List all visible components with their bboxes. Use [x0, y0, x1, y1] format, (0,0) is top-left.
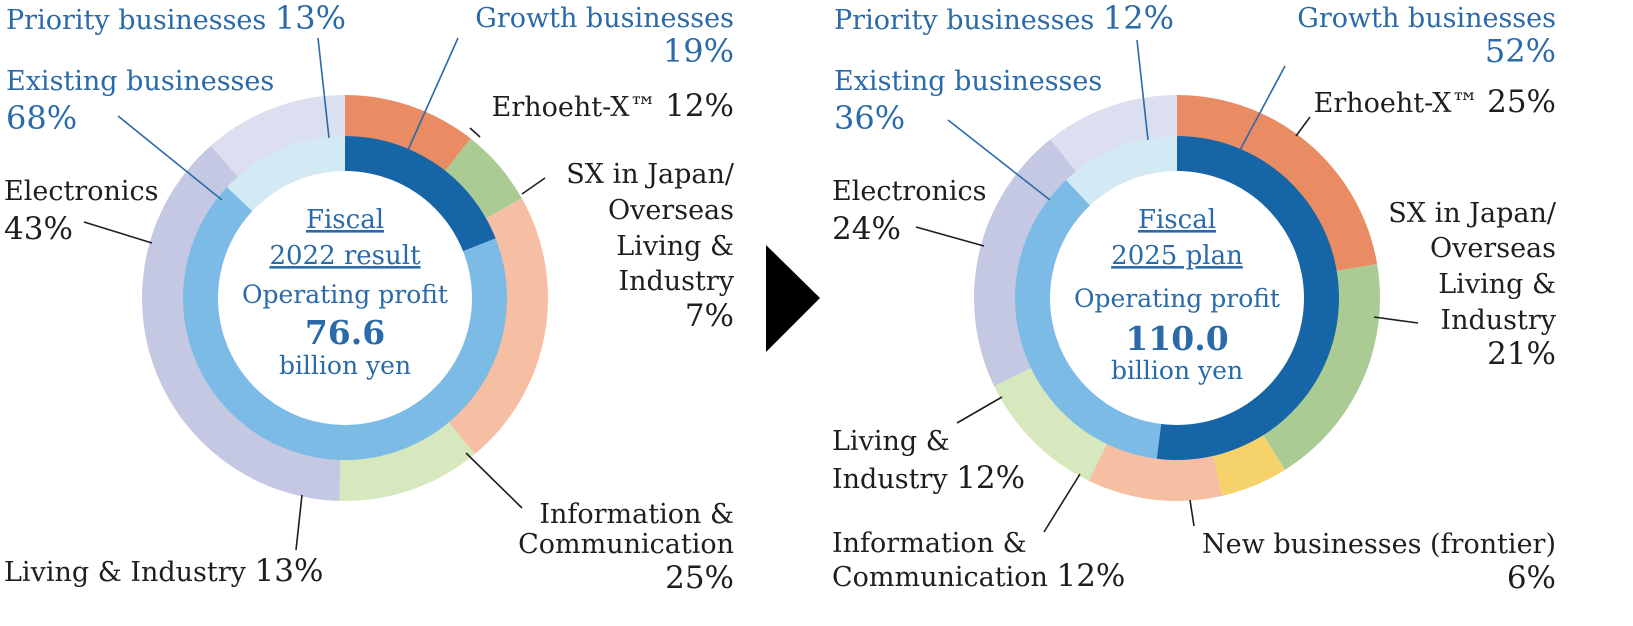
- leader-living-2025: [956, 396, 1003, 424]
- label-sx-2022-line4: Industry: [618, 266, 734, 297]
- chart-fiscal-2025: Fiscal 2025 plan Operating profit 110.0 …: [832, 0, 1557, 596]
- pct-electronics-2022: 43%: [4, 211, 73, 247]
- leader-new-2025: [1189, 499, 1195, 527]
- donut-hole: [218, 171, 472, 425]
- leader-sx-2022: [521, 177, 546, 195]
- outer-slice-sx-in-japan-overseas-living-industry: [1262, 263, 1380, 470]
- label-living-2025-line1: Living &: [832, 426, 950, 457]
- outer-slice-erhoeht-x: [345, 95, 471, 173]
- inner-slice-growth-businesses: [1156, 136, 1339, 460]
- leader-priority-2025: [1136, 39, 1149, 141]
- outer-slice-erhoeht-x: [1177, 95, 1378, 272]
- label-sx-2025-line2: Overseas: [1430, 233, 1556, 264]
- label-growth-2022: Growth businesses: [475, 3, 734, 34]
- pct-growth-2022: 19%: [663, 32, 734, 70]
- label-living-2022: Living & Industry 13%: [4, 553, 323, 589]
- label-existing-2025: Existing businesses: [834, 66, 1102, 97]
- label-existing-2022: Existing businesses: [6, 66, 274, 97]
- label-new-2025: New businesses (frontier): [1202, 529, 1556, 560]
- donut-hole: [1050, 171, 1304, 425]
- center-title-line1: Fiscal: [1138, 205, 1216, 235]
- leader-living-2022: [295, 494, 303, 551]
- chart-fiscal-2022: Fiscal 2022 result Operating profit 76.6…: [4, 0, 735, 596]
- label-growth-2025: Growth businesses: [1297, 3, 1556, 34]
- pct-existing-2022: 68%: [6, 99, 77, 137]
- label-sx-2022-line3: Living &: [616, 231, 734, 262]
- outer-slice-living-industry: [994, 367, 1108, 481]
- leader-growth-2022: [407, 37, 459, 151]
- pct-info-2022: 25%: [665, 560, 734, 596]
- leader-existing-2025: [947, 119, 1051, 201]
- inner-slice-priority-businesses: [1066, 136, 1177, 207]
- label-info-2022-line2: Communication: [518, 529, 734, 560]
- inner-slice-growth-businesses: [345, 136, 496, 252]
- label-electronics-2022: Electronics: [4, 176, 158, 207]
- inner-slice-existing-businesses: [1015, 179, 1162, 459]
- leader-info-2025: [1043, 473, 1081, 533]
- label-sx-2025-line1: SX in Japan/: [1388, 198, 1557, 229]
- pct-electronics-2025: 24%: [832, 211, 901, 247]
- leader-erhoeht-2022: [469, 127, 481, 138]
- label-priority-2025: Priority businesses 12%: [834, 0, 1174, 37]
- pct-new-2025: 6%: [1507, 560, 1556, 596]
- center-metric: Operating profit: [242, 280, 448, 309]
- pct-growth-2025: 52%: [1485, 32, 1556, 70]
- label-sx-2022-line1: SX in Japan/: [566, 159, 735, 190]
- leader-info-2022: [465, 452, 523, 509]
- leader-growth-2025: [1239, 65, 1286, 151]
- label-info-2022-line1: Information &: [539, 499, 734, 530]
- play-triangle-icon: [766, 245, 820, 352]
- center-unit: billion yen: [279, 351, 411, 380]
- pct-sx-2022: 7%: [685, 298, 734, 334]
- leader-sx-2025: [1373, 316, 1419, 324]
- label-sx-2025-line4: Industry: [1440, 305, 1556, 336]
- pct-existing-2025: 36%: [834, 99, 905, 137]
- center-title-line2: 2025 plan: [1111, 241, 1243, 271]
- label-living-2025-line2: Industry 12%: [832, 460, 1025, 496]
- outer-ring-2025: [974, 95, 1380, 501]
- outer-ring-2022: [142, 95, 548, 501]
- leader-existing-2022: [117, 115, 223, 201]
- center-title-line1: Fiscal: [306, 205, 384, 235]
- leader-erhoeht-2025: [1295, 116, 1311, 137]
- outer-slice-information-communication: [447, 198, 548, 454]
- center-value: 110.0: [1125, 319, 1228, 358]
- leader-electronics-2022: [83, 221, 153, 244]
- outer-slice-sx-in-japan-overseas-living-industry: [444, 138, 522, 220]
- pct-sx-2025: 21%: [1487, 336, 1556, 372]
- center-value: 76.6: [305, 313, 385, 352]
- label-erhoeht-2025: Erhoeht-X™ 25%: [1314, 84, 1556, 120]
- leader-electronics-2025: [915, 226, 985, 247]
- label-erhoeht-2022: Erhoeht-X™ 12%: [492, 88, 734, 124]
- outer-slice-living-industry: [339, 420, 476, 501]
- outer-slice-information-communication: [1088, 442, 1223, 501]
- center-title-line2: 2022 result: [269, 241, 421, 271]
- leader-priority-2022: [317, 37, 330, 139]
- center-unit: billion yen: [1111, 356, 1243, 385]
- label-electronics-2025: Electronics: [832, 176, 986, 207]
- inner-slice-priority-businesses: [226, 136, 345, 212]
- label-sx-2022-line2: Overseas: [608, 195, 734, 226]
- inner-slice-existing-businesses: [182, 187, 507, 460]
- inner-ring-2025: [1015, 136, 1339, 460]
- outer-slice-electronics: [974, 139, 1078, 387]
- center-metric: Operating profit: [1074, 284, 1280, 313]
- label-info-2025-line2: Communication 12%: [832, 558, 1125, 594]
- label-priority-2022: Priority businesses 13%: [6, 0, 346, 37]
- inner-ring-2022: [182, 136, 507, 460]
- outer-slice-priority-businesses-outer: [210, 95, 345, 179]
- label-info-2025-line1: Information &: [832, 528, 1027, 559]
- label-sx-2025-line3: Living &: [1438, 269, 1556, 300]
- outer-slice-electronics: [142, 145, 341, 501]
